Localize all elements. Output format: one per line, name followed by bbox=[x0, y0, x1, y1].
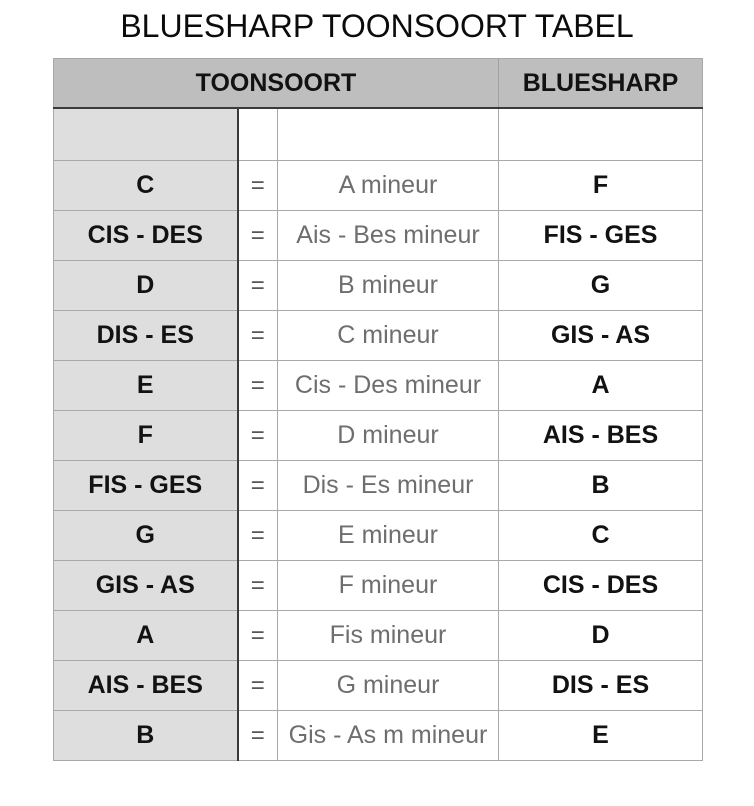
toonsoort-table: TOONSOORT BLUESHARP C = A mineur F CIS -… bbox=[53, 58, 703, 761]
header-bluesharp: BLUESHARP bbox=[498, 58, 703, 109]
key-cell: F bbox=[53, 410, 239, 461]
minor-cell: Fis mineur bbox=[277, 610, 499, 661]
minor-cell: Gis - As m mineur bbox=[277, 710, 499, 761]
table-row: A = Fis mineur D bbox=[53, 610, 703, 661]
spacer-minor-cell bbox=[277, 107, 499, 161]
bluesharp-cell: G bbox=[498, 260, 703, 311]
equals-cell: = bbox=[237, 510, 278, 561]
bluesharp-cell: DIS - ES bbox=[498, 660, 703, 711]
table-row: F = D mineur AIS - BES bbox=[53, 410, 703, 461]
table-row: E = Cis - Des mineur A bbox=[53, 360, 703, 411]
key-cell: A bbox=[53, 610, 239, 661]
minor-cell: Ais - Bes mineur bbox=[277, 210, 499, 261]
key-cell: CIS - DES bbox=[53, 210, 239, 261]
key-cell: E bbox=[53, 360, 239, 411]
equals-cell: = bbox=[237, 260, 278, 311]
equals-cell: = bbox=[237, 660, 278, 711]
minor-cell: Dis - Es mineur bbox=[277, 460, 499, 511]
spacer-equals-cell bbox=[237, 107, 278, 161]
minor-cell: E mineur bbox=[277, 510, 499, 561]
equals-cell: = bbox=[237, 560, 278, 611]
equals-cell: = bbox=[237, 410, 278, 461]
page-title: BLUESHARP TOONSOORT TABEL bbox=[120, 8, 634, 44]
key-cell: AIS - BES bbox=[53, 660, 239, 711]
bluesharp-cell: D bbox=[498, 610, 703, 661]
bluesharp-cell: AIS - BES bbox=[498, 410, 703, 461]
minor-cell: C mineur bbox=[277, 310, 499, 361]
minor-cell: A mineur bbox=[277, 160, 499, 211]
bluesharp-cell: E bbox=[498, 710, 703, 761]
minor-cell: B mineur bbox=[277, 260, 499, 311]
minor-cell: D mineur bbox=[277, 410, 499, 461]
key-cell: DIS - ES bbox=[53, 310, 239, 361]
minor-cell: G mineur bbox=[277, 660, 499, 711]
key-cell: D bbox=[53, 260, 239, 311]
key-cell: C bbox=[53, 160, 239, 211]
table-row: D = B mineur G bbox=[53, 260, 703, 311]
table-row: FIS - GES = Dis - Es mineur B bbox=[53, 460, 703, 511]
table-row: DIS - ES = C mineur GIS - AS bbox=[53, 310, 703, 361]
table-row: AIS - BES = G mineur DIS - ES bbox=[53, 660, 703, 711]
spacer-key-cell bbox=[53, 107, 239, 161]
equals-cell: = bbox=[237, 360, 278, 411]
minor-cell: F mineur bbox=[277, 560, 499, 611]
key-cell: G bbox=[53, 510, 239, 561]
bluesharp-cell: GIS - AS bbox=[498, 310, 703, 361]
table-row: B = Gis - As m mineur E bbox=[53, 710, 703, 761]
minor-cell: Cis - Des mineur bbox=[277, 360, 499, 411]
equals-cell: = bbox=[237, 710, 278, 761]
header-row: TOONSOORT BLUESHARP bbox=[53, 58, 703, 109]
bluesharp-cell: B bbox=[498, 460, 703, 511]
equals-cell: = bbox=[237, 310, 278, 361]
equals-cell: = bbox=[237, 160, 278, 211]
equals-cell: = bbox=[237, 460, 278, 511]
bluesharp-cell: F bbox=[498, 160, 703, 211]
spacer-row bbox=[53, 107, 703, 161]
key-cell: B bbox=[53, 710, 239, 761]
table-row: G = E mineur C bbox=[53, 510, 703, 561]
key-cell: FIS - GES bbox=[53, 460, 239, 511]
table-row: GIS - AS = F mineur CIS - DES bbox=[53, 560, 703, 611]
spacer-bluesharp-cell bbox=[498, 107, 703, 161]
table-row: C = A mineur F bbox=[53, 160, 703, 211]
bluesharp-cell: A bbox=[498, 360, 703, 411]
header-toonsoort: TOONSOORT bbox=[53, 58, 499, 109]
key-cell: GIS - AS bbox=[53, 560, 239, 611]
bluesharp-cell: FIS - GES bbox=[498, 210, 703, 261]
equals-cell: = bbox=[237, 210, 278, 261]
bluesharp-cell: CIS - DES bbox=[498, 560, 703, 611]
bluesharp-cell: C bbox=[498, 510, 703, 561]
table-row: CIS - DES = Ais - Bes mineur FIS - GES bbox=[53, 210, 703, 261]
equals-cell: = bbox=[237, 610, 278, 661]
